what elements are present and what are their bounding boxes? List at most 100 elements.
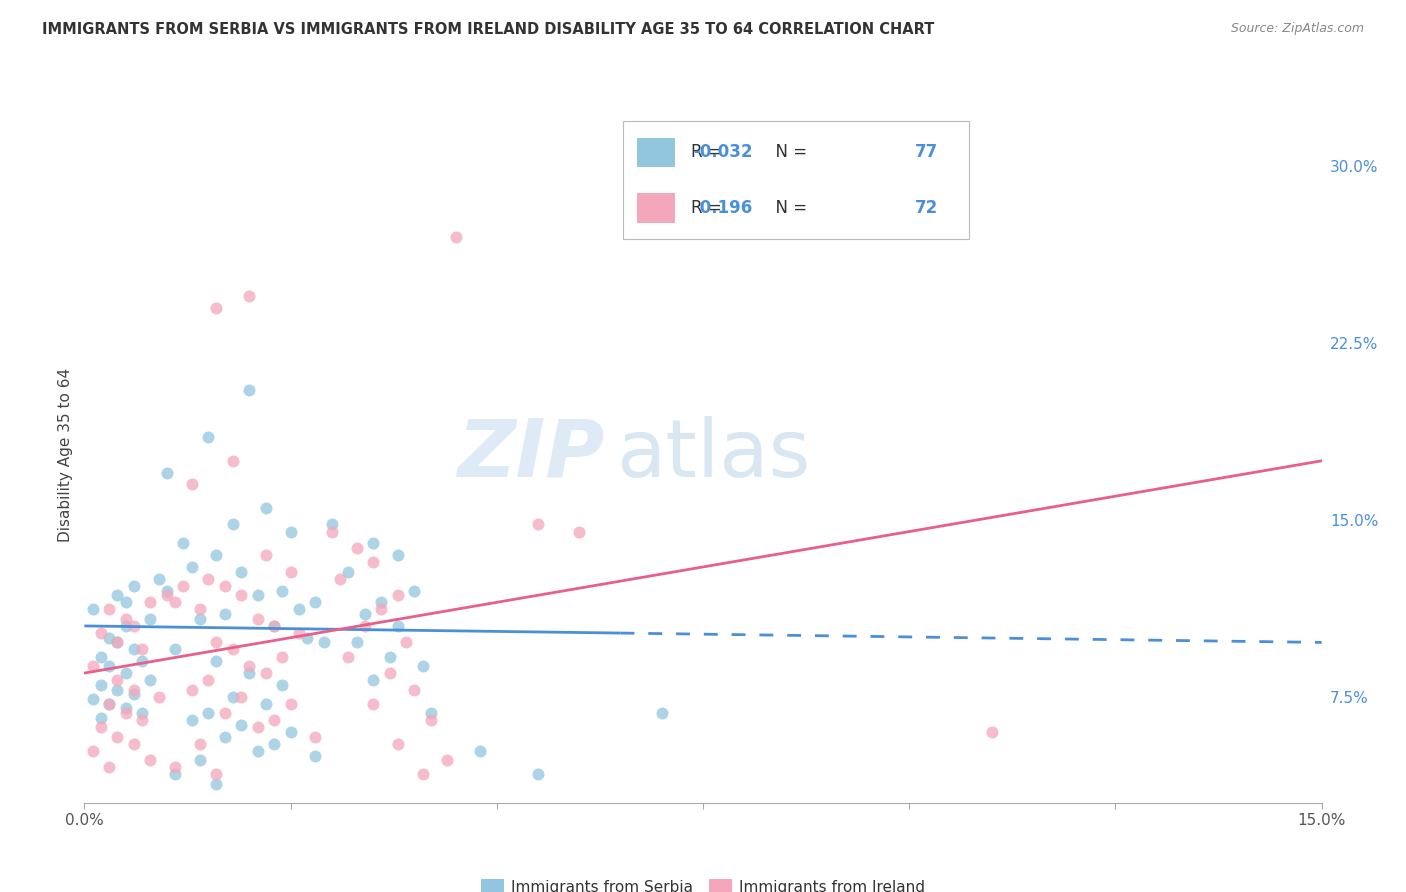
Point	[205, 767, 228, 781]
Point	[148, 572, 170, 586]
Point	[122, 642, 145, 657]
Point	[980, 725, 1002, 739]
Point	[321, 517, 343, 532]
FancyBboxPatch shape	[637, 194, 675, 222]
Point	[312, 635, 335, 649]
Point	[470, 744, 492, 758]
Point	[246, 612, 269, 626]
Point	[131, 654, 153, 668]
Point	[122, 682, 145, 697]
Text: R =: R =	[690, 199, 727, 217]
Point	[197, 572, 219, 586]
Point	[229, 690, 252, 704]
Point	[205, 301, 228, 315]
Point	[131, 706, 153, 721]
Point	[156, 466, 179, 480]
Point	[188, 602, 211, 616]
Point	[114, 595, 136, 609]
FancyBboxPatch shape	[623, 121, 969, 239]
Point	[387, 548, 409, 562]
Point	[395, 635, 418, 649]
Point	[254, 697, 277, 711]
Point	[361, 536, 384, 550]
Point	[387, 737, 409, 751]
Point	[98, 697, 121, 711]
Point	[197, 706, 219, 721]
Point	[370, 595, 392, 609]
Y-axis label: Disability Age 35 to 64: Disability Age 35 to 64	[58, 368, 73, 542]
Legend: Immigrants from Serbia, Immigrants from Ireland: Immigrants from Serbia, Immigrants from …	[475, 873, 931, 892]
Point	[304, 748, 326, 763]
Point	[346, 635, 368, 649]
Point	[114, 701, 136, 715]
Point	[404, 682, 426, 697]
Point	[114, 619, 136, 633]
Point	[304, 730, 326, 744]
Point	[98, 659, 121, 673]
Point	[98, 760, 121, 774]
Point	[139, 612, 162, 626]
Point	[222, 454, 245, 468]
Point	[165, 760, 187, 774]
Point	[361, 697, 384, 711]
Point	[205, 635, 228, 649]
Point	[419, 706, 441, 721]
Point	[337, 565, 360, 579]
Text: 0.196: 0.196	[695, 199, 752, 217]
Text: -0.032: -0.032	[693, 144, 752, 161]
Point	[229, 565, 252, 579]
Point	[254, 548, 277, 562]
Point	[90, 711, 112, 725]
Point	[254, 666, 277, 681]
Point	[90, 678, 112, 692]
Point	[229, 718, 252, 732]
Text: ZIP: ZIP	[457, 416, 605, 494]
Point	[387, 588, 409, 602]
Point	[378, 666, 401, 681]
Point	[122, 687, 145, 701]
Point	[288, 602, 311, 616]
Point	[527, 767, 550, 781]
Point	[288, 626, 311, 640]
Point	[180, 477, 202, 491]
Point	[404, 583, 426, 598]
Point	[280, 697, 302, 711]
Point	[353, 607, 375, 621]
Point	[188, 753, 211, 767]
Point	[246, 744, 269, 758]
Point	[346, 541, 368, 555]
Point	[295, 631, 318, 645]
Point	[419, 713, 441, 727]
Point	[246, 588, 269, 602]
Point	[188, 737, 211, 751]
Point	[271, 583, 294, 598]
Point	[527, 517, 550, 532]
Point	[82, 659, 104, 673]
Point	[337, 649, 360, 664]
Point	[105, 588, 128, 602]
Point	[114, 612, 136, 626]
Text: 77: 77	[915, 144, 938, 161]
Point	[214, 730, 236, 744]
Point	[122, 619, 145, 633]
Point	[271, 649, 294, 664]
Point	[165, 595, 187, 609]
Point	[105, 635, 128, 649]
Point	[188, 612, 211, 626]
Text: 72: 72	[915, 199, 938, 217]
Point	[444, 229, 467, 244]
Point	[139, 753, 162, 767]
Point	[205, 777, 228, 791]
Point	[222, 517, 245, 532]
Point	[82, 744, 104, 758]
Point	[568, 524, 591, 539]
Point	[412, 767, 434, 781]
Point	[98, 602, 121, 616]
Point	[280, 524, 302, 539]
Point	[280, 725, 302, 739]
Point	[90, 720, 112, 734]
Point	[387, 619, 409, 633]
Point	[321, 524, 343, 539]
Point	[172, 536, 194, 550]
Point	[214, 706, 236, 721]
